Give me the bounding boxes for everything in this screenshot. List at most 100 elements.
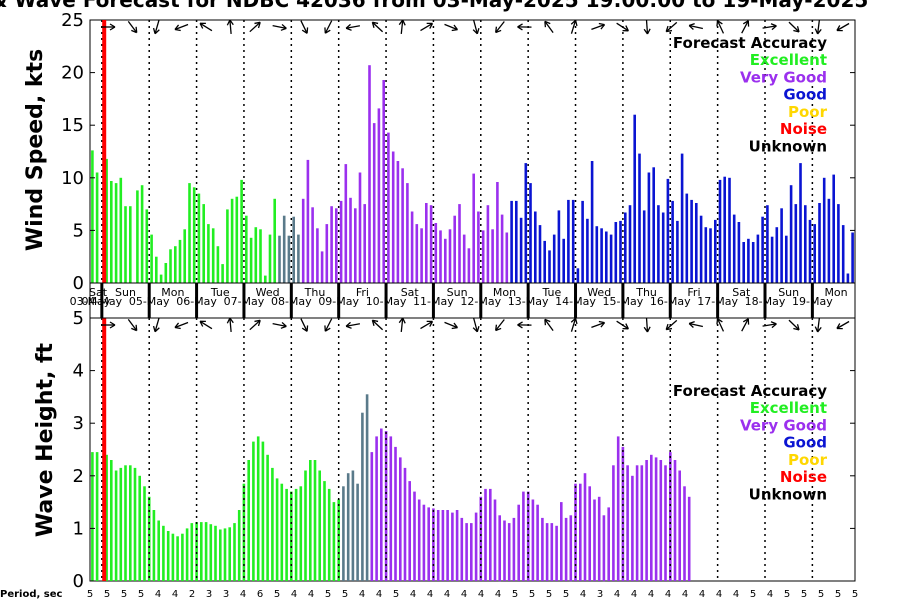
bar [436,510,440,581]
bar [226,209,229,283]
bar [678,470,681,581]
y-tick-label: 5 [73,220,84,241]
bar [827,198,831,283]
bar [387,132,390,283]
bar [851,232,854,283]
bar [832,174,835,283]
direction-arrow [741,20,750,34]
bar [555,525,558,581]
bar [240,179,243,283]
bar [600,228,603,283]
period-label: Period, sec [0,589,63,600]
bar [477,211,480,283]
day-date: 13-May [508,295,549,308]
bar [505,232,509,283]
direction-arrow [101,321,116,329]
bar [368,65,371,283]
bar [427,507,430,581]
bar [552,234,556,283]
period-value: 4 [614,589,620,600]
direction-arrow [616,22,629,32]
direction-arrow [152,20,160,35]
direction-arrow [788,21,800,33]
bar [451,512,454,581]
bar [249,237,253,283]
direction-arrow [420,22,434,32]
direction-arrow [398,19,406,35]
bar [318,470,321,581]
bar [351,470,355,581]
bar [221,264,224,283]
direction-arrow [152,318,160,333]
day-name: Mon [493,286,516,299]
direction-arrow [226,317,234,333]
bar [493,499,497,581]
legend-item: Noise [780,120,827,138]
day-name: Fri [687,286,700,299]
period-value: 4 [699,589,705,600]
y-tick-label: 0 [73,571,84,592]
day-name: Fri [356,286,369,299]
bar [166,531,170,581]
bar [557,210,561,283]
bar [616,436,620,581]
period-value: 4 [155,589,161,600]
direction-arrow [544,20,554,34]
day-name: Mon [161,286,184,299]
bar [342,486,345,581]
bar [714,219,717,283]
bar [294,488,298,581]
bar [233,523,236,581]
period-value: 4 [665,589,671,600]
bar [808,219,812,283]
bar [129,206,132,283]
direction-arrow [249,21,261,33]
bar [301,198,305,283]
bar [638,153,641,283]
direction-arrow [420,320,434,330]
bar [448,229,452,283]
bar [114,470,118,581]
bar [228,527,231,581]
bar [799,163,802,283]
bar [614,222,618,283]
bar [304,470,307,581]
bar [536,504,539,581]
bar [472,173,475,283]
wind-panel: 0 5 10 15 20 25 Forecast AccuracyExcellentVery… [61,10,856,294]
bar [465,523,468,581]
day-strip-frame [89,282,856,319]
bar [489,488,492,581]
bar [500,214,504,283]
period-value: 5 [563,589,569,600]
bar [432,508,435,581]
direction-arrow [517,321,532,329]
period-value: 4 [682,589,688,600]
direction-arrow [836,22,850,32]
bar [320,251,324,283]
bar [266,454,269,581]
bar [256,436,260,581]
bar [150,234,153,283]
bar [571,199,575,283]
period-value: 5 [529,589,535,600]
bar [171,533,175,581]
legend-title: Forecast Accuracy [673,34,827,52]
bar [822,177,826,283]
day-date: 09-May [318,295,359,308]
bar [676,220,679,283]
bar [695,203,698,283]
bar [209,524,213,581]
direction-arrow [836,320,850,330]
bar [732,214,736,283]
bar [671,200,674,283]
direction-arrow [762,321,777,329]
legend-title: Forecast Accuracy [673,382,827,400]
bar [299,486,303,581]
bar [441,510,445,581]
bar [119,177,123,283]
period-value: 5 [852,589,858,600]
bar [742,242,745,283]
